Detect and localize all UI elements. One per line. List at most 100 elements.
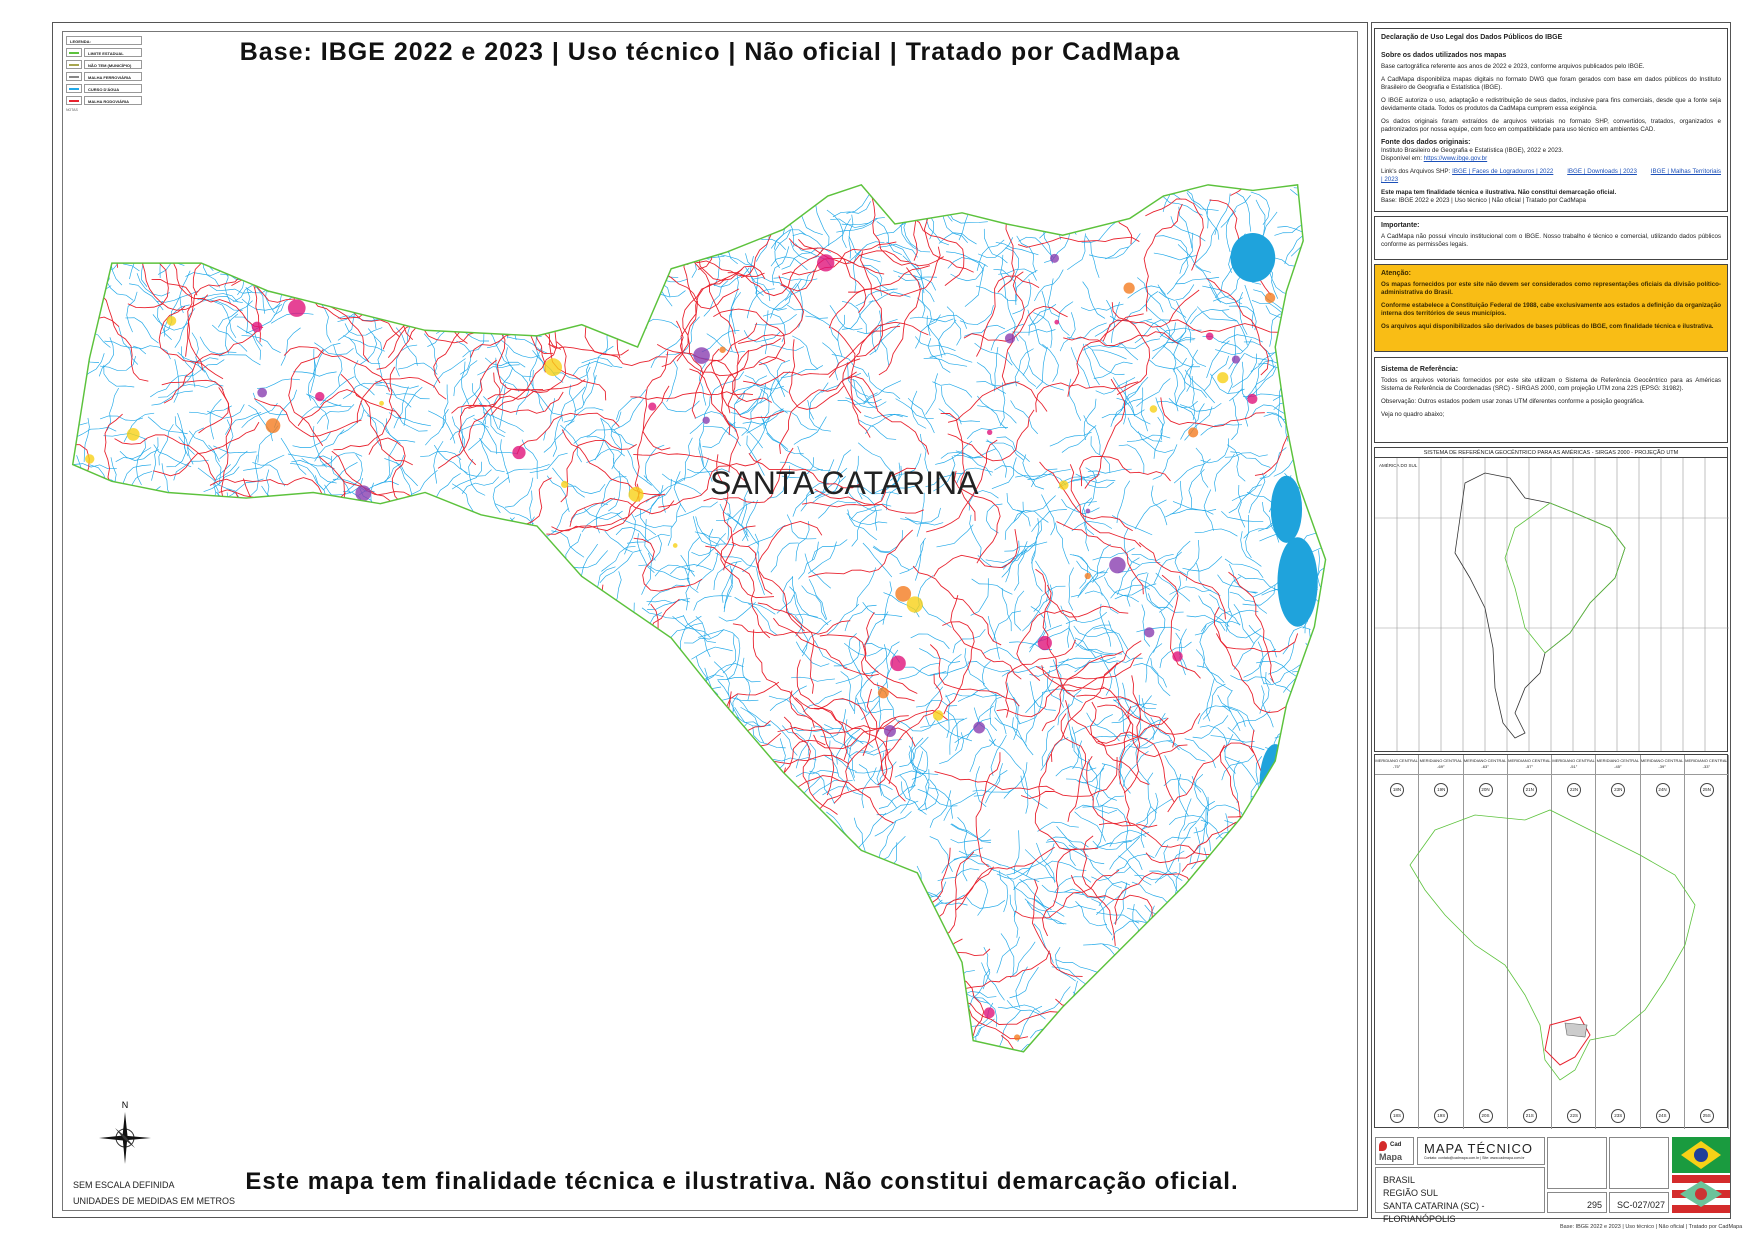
road — [1005, 639, 1076, 718]
river — [666, 359, 678, 402]
river — [1269, 312, 1289, 347]
river — [461, 849, 467, 894]
road — [295, 710, 349, 817]
river — [251, 839, 288, 863]
road — [429, 803, 510, 872]
river — [1242, 584, 1276, 606]
river — [151, 437, 159, 481]
river — [432, 747, 442, 791]
river — [1093, 361, 1133, 379]
river — [594, 670, 639, 674]
river — [849, 960, 877, 995]
river — [1245, 365, 1276, 399]
link-downloads[interactable]: IBGE | Downloads | 2023 — [1567, 168, 1637, 175]
road — [371, 955, 441, 1023]
river — [1233, 760, 1240, 804]
river — [260, 249, 287, 281]
river — [435, 703, 471, 726]
river — [908, 934, 930, 974]
road — [554, 849, 585, 965]
river — [1157, 284, 1187, 318]
road — [682, 277, 727, 376]
river — [431, 1016, 465, 1034]
link-faces-logradouros[interactable]: IBGE | Faces de Logradouros | 2022 — [1452, 168, 1554, 175]
river — [218, 227, 250, 256]
river — [898, 662, 940, 680]
river — [650, 336, 683, 369]
urban-area — [926, 921, 935, 930]
river — [940, 210, 968, 244]
ibge-link[interactable]: https://www.ibge.gov.br — [1423, 155, 1488, 162]
river — [249, 528, 292, 544]
river — [1109, 829, 1147, 847]
river — [404, 562, 442, 583]
river — [821, 924, 840, 960]
river — [183, 858, 227, 865]
river — [1167, 1022, 1181, 1052]
river — [174, 416, 195, 455]
river — [441, 284, 480, 303]
contact-text[interactable]: Contato: contato@cadmapa.com.br | Site: … — [1424, 1156, 1525, 1160]
river — [672, 779, 713, 796]
road — [361, 582, 424, 676]
river — [309, 549, 352, 563]
river — [724, 217, 763, 232]
road — [809, 943, 851, 1052]
river — [204, 576, 237, 602]
river — [948, 211, 988, 224]
river — [614, 397, 645, 430]
river — [555, 828, 577, 862]
river — [1308, 999, 1326, 1019]
road — [856, 251, 883, 358]
river — [100, 415, 144, 421]
river — [686, 1055, 724, 1070]
road — [587, 745, 651, 843]
road — [798, 239, 910, 265]
river — [124, 713, 168, 719]
river — [459, 781, 499, 800]
river — [1188, 469, 1205, 508]
river — [284, 1041, 323, 1052]
river — [320, 590, 363, 598]
road — [782, 241, 897, 276]
river — [214, 301, 237, 339]
urban-area — [493, 967, 501, 975]
river — [445, 206, 454, 248]
river — [498, 913, 521, 948]
river — [872, 546, 910, 570]
urban-area — [651, 966, 659, 975]
road — [634, 385, 670, 502]
road — [1111, 302, 1151, 395]
decl-title: Declaração de Uso Legal dos Dados Públic… — [1381, 34, 1563, 41]
river — [1072, 554, 1089, 589]
road — [517, 626, 542, 742]
river — [1319, 818, 1326, 853]
road — [347, 766, 433, 838]
zone-south: 19S — [1434, 1109, 1449, 1123]
river — [726, 948, 745, 983]
river — [603, 971, 635, 1003]
link-malhas[interactable]: IBGE | Malhas Territoriais | 2023 — [1381, 168, 1721, 183]
river — [131, 809, 142, 852]
river — [294, 731, 320, 765]
river — [313, 184, 335, 208]
river — [120, 897, 132, 940]
river — [846, 377, 877, 409]
river — [858, 669, 867, 713]
river — [363, 584, 381, 623]
river — [576, 881, 614, 894]
river — [424, 788, 463, 807]
river — [794, 932, 823, 959]
river — [957, 816, 968, 859]
river — [585, 872, 598, 912]
river — [514, 597, 527, 641]
river — [479, 639, 487, 683]
river — [575, 184, 616, 195]
river — [1134, 499, 1167, 530]
river — [811, 476, 846, 504]
river — [225, 845, 253, 881]
river — [364, 688, 383, 728]
river — [164, 230, 185, 266]
river — [578, 587, 588, 629]
river — [100, 917, 117, 958]
